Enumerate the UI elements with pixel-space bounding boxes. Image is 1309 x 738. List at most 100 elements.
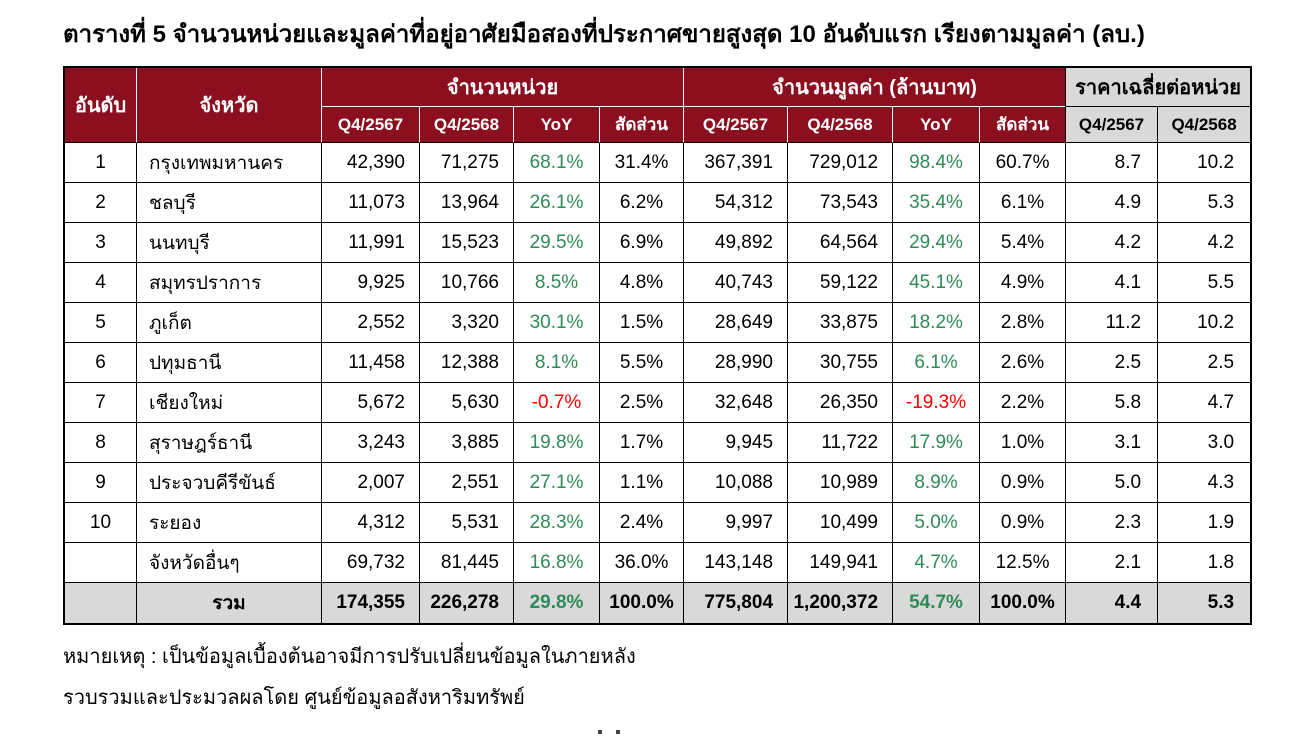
table-row: 5 ภูเก็ต 2,552 3,320 30.1% 1.5% 28,649 3…: [65, 303, 1251, 343]
cell-rank: 8: [65, 423, 137, 463]
cell-value-share: 2.6%: [980, 343, 1067, 383]
cell-value-q1: 32,648: [684, 383, 789, 423]
cell-avg-q1: 4.1: [1066, 263, 1159, 303]
cell-value-q1: 49,892: [684, 223, 789, 263]
cell-units-q2: 81,445: [420, 543, 514, 583]
table-row: 1 กรุงเทพมหานคร 42,390 71,275 68.1% 31.4…: [65, 143, 1251, 183]
cell-rank: 1: [65, 143, 137, 183]
cell-rank: 7: [65, 383, 137, 423]
cell-value-share: 0.9%: [980, 463, 1067, 503]
cell-value-q2: 33,875: [788, 303, 894, 343]
cell-units-q2: 226,278: [420, 583, 514, 623]
table-row: 8 สุราษฎร์ธานี 3,243 3,885 19.8% 1.7% 9,…: [65, 423, 1251, 463]
header-value-share: สัดส่วน: [980, 107, 1067, 143]
cell-units-share: 100.0%: [600, 583, 685, 623]
header-rank: อันดับ: [65, 68, 137, 143]
cell-units-q2: 5,531: [420, 503, 514, 543]
cell-value-yoy: 17.9%: [893, 423, 981, 463]
cell-units-yoy: 19.8%: [514, 423, 600, 463]
cell-value-q2: 59,122: [788, 263, 894, 303]
table-row: 3 นนทบุรี 11,991 15,523 29.5% 6.9% 49,89…: [65, 223, 1251, 263]
cell-value-yoy: 54.7%: [893, 583, 981, 623]
footnote-source: รวบรวมและประมวลผลโดย ศูนย์ข้อมูลอสังหาริ…: [63, 687, 525, 709]
cell-province: สมุทรปราการ: [137, 263, 322, 303]
cell-units-share: 6.2%: [600, 183, 685, 223]
footnote-note: หมายเหตุ : เป็นข้อมูลเบื้องต้นอาจมีการปร…: [63, 646, 636, 668]
cell-value-yoy: 29.4%: [893, 223, 981, 263]
cell-value-yoy: 35.4%: [893, 183, 981, 223]
header-value-q4-2568: Q4/2568: [788, 107, 894, 143]
cell-avg-q2: 3.0: [1158, 423, 1251, 463]
cropped-text-fragment: [598, 730, 628, 736]
cell-units-yoy: 30.1%: [514, 303, 600, 343]
table-row: 7 เชียงใหม่ 5,672 5,630 -0.7% 2.5% 32,64…: [65, 383, 1251, 423]
cell-value-share: 2.8%: [980, 303, 1067, 343]
cell-value-q1: 28,649: [684, 303, 789, 343]
cell-units-q1: 4,312: [322, 503, 420, 543]
cell-value-yoy: 98.4%: [893, 143, 981, 183]
cell-units-share: 5.5%: [600, 343, 685, 383]
cell-rank: 10: [65, 503, 137, 543]
cell-value-q1: 9,997: [684, 503, 789, 543]
cell-units-q1: 5,672: [322, 383, 420, 423]
cell-value-q2: 73,543: [788, 183, 894, 223]
cell-avg-q2: 1.9: [1158, 503, 1251, 543]
cell-units-yoy: 29.5%: [514, 223, 600, 263]
cell-avg-q1: 4.2: [1066, 223, 1159, 263]
table-row: 4 สมุทรปราการ 9,925 10,766 8.5% 4.8% 40,…: [65, 263, 1251, 303]
header-avg-q4-2567: Q4/2567: [1066, 107, 1159, 143]
cell-units-share: 36.0%: [600, 543, 685, 583]
cell-units-q2: 5,630: [420, 383, 514, 423]
page-title: ตารางที่ 5 จำนวนหน่วยและมูลค่าที่อยู่อาศ…: [63, 21, 1145, 48]
cell-avg-q1: 2.1: [1066, 543, 1159, 583]
cell-avg-q2: 4.2: [1158, 223, 1251, 263]
cell-units-share: 2.5%: [600, 383, 685, 423]
header-units-share: สัดส่วน: [600, 107, 685, 143]
table-row-total: รวม 174,355 226,278 29.8% 100.0% 775,804…: [65, 583, 1251, 623]
cell-value-q1: 9,945: [684, 423, 789, 463]
header-province: จังหวัด: [137, 68, 322, 143]
cell-units-share: 6.9%: [600, 223, 685, 263]
cell-value-q2: 11,722: [788, 423, 894, 463]
cell-avg-q2: 2.5: [1158, 343, 1251, 383]
cell-units-share: 31.4%: [600, 143, 685, 183]
cell-units-q1: 11,991: [322, 223, 420, 263]
header-units-q4-2567: Q4/2567: [322, 107, 420, 143]
cell-avg-q1: 2.3: [1066, 503, 1159, 543]
cell-units-q2: 3,320: [420, 303, 514, 343]
header-value-yoy: YoY: [893, 107, 981, 143]
cell-rank: [65, 543, 137, 583]
cell-value-q1: 10,088: [684, 463, 789, 503]
cell-value-share: 4.9%: [980, 263, 1067, 303]
cell-units-q2: 3,885: [420, 423, 514, 463]
cell-province: ประจวบคีรีขันธ์: [137, 463, 322, 503]
cell-value-q2: 30,755: [788, 343, 894, 383]
cell-province: รวม: [137, 583, 322, 623]
cell-units-q2: 2,551: [420, 463, 514, 503]
cell-value-q1: 40,743: [684, 263, 789, 303]
cell-avg-q2: 4.7: [1158, 383, 1251, 423]
table-row: 10 ระยอง 4,312 5,531 28.3% 2.4% 9,997 10…: [65, 503, 1251, 543]
cell-units-yoy: 26.1%: [514, 183, 600, 223]
cell-units-q1: 9,925: [322, 263, 420, 303]
cell-avg-q1: 4.9: [1066, 183, 1159, 223]
cell-avg-q1: 3.1: [1066, 423, 1159, 463]
cell-avg-q2: 5.5: [1158, 263, 1251, 303]
cell-units-yoy: 8.5%: [514, 263, 600, 303]
cell-rank: 4: [65, 263, 137, 303]
cell-units-q2: 13,964: [420, 183, 514, 223]
cell-rank: 6: [65, 343, 137, 383]
cell-value-yoy: 6.1%: [893, 343, 981, 383]
cell-units-q1: 11,458: [322, 343, 420, 383]
cell-avg-q2: 5.3: [1158, 583, 1251, 623]
cell-avg-q2: 1.8: [1158, 543, 1251, 583]
cell-units-share: 1.5%: [600, 303, 685, 343]
cell-rank: 5: [65, 303, 137, 343]
cell-units-q1: 3,243: [322, 423, 420, 463]
cell-avg-q1: 5.0: [1066, 463, 1159, 503]
cell-units-yoy: -0.7%: [514, 383, 600, 423]
table-row: 9 ประจวบคีรีขันธ์ 2,007 2,551 27.1% 1.1%…: [65, 463, 1251, 503]
cell-units-yoy: 28.3%: [514, 503, 600, 543]
cell-value-yoy: 4.7%: [893, 543, 981, 583]
cell-value-q1: 775,804: [684, 583, 789, 623]
